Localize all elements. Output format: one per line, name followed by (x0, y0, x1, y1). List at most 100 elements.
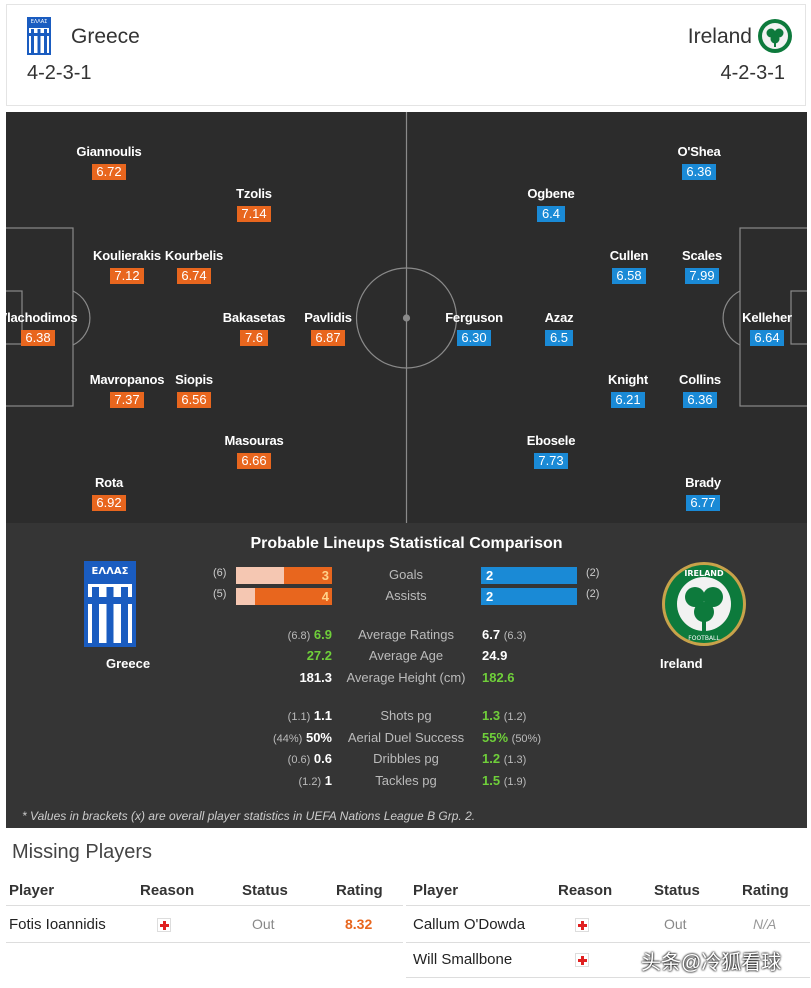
player-rating: 6.77 (686, 495, 720, 511)
home-value: 0.6 (313, 751, 332, 766)
match-header: ΕΛΛΑΣ Greece 4-2-3-1 Ireland 4-2-3-1 (6, 4, 806, 106)
home-player[interactable]: Mavropanos 7.37 (82, 372, 172, 409)
svg-text:FOOTBALL: FOOTBALL (688, 635, 720, 642)
away-player[interactable]: Ferguson 6.30 (429, 310, 519, 347)
svg-text:ΕΛΛΑΣ: ΕΛΛΑΣ (92, 566, 129, 577)
stat-label: Tackles pg (375, 773, 437, 788)
home-stat-value: (6.8) 6.9 (288, 627, 332, 642)
home-formation: 4-2-3-1 (27, 62, 92, 84)
player-rating: 6.21 (611, 392, 645, 408)
away-bar-value: 2 (486, 589, 494, 604)
bar-stat-row: (6) 3 Goals 2 (2) (6, 567, 807, 587)
away-bracket-value: (1.2) (503, 711, 527, 723)
missing-player-name[interactable]: Fotis Ioannidis (9, 916, 106, 933)
away-bracket-value: (2) (586, 567, 600, 579)
home-bracket-value: (1.2) (298, 776, 322, 788)
player-name: Kourbelis (164, 248, 224, 263)
missing-home-table: Player Reason Status Rating Fotis Ioanni… (6, 874, 403, 988)
stat-label: Aerial Duel Success (347, 730, 465, 745)
away-player[interactable]: Knight 6.21 (583, 372, 673, 409)
away-player[interactable]: Azaz 6.5 (514, 310, 604, 347)
home-bracket-value: (1.1) (287, 711, 311, 723)
away-player[interactable]: Kelleher 6.64 (722, 310, 807, 347)
home-player[interactable]: Kourbelis 6.74 (149, 248, 239, 285)
stats-footnote: * Values in brackets (x) are overall pla… (22, 809, 476, 823)
player-name: O'Shea (677, 144, 721, 159)
greece-big-flag-icon: ΕΛΛΑΣ (84, 561, 136, 647)
home-player[interactable]: Rota 6.92 (64, 475, 154, 512)
away-player[interactable]: Cullen 6.58 (584, 248, 674, 285)
missing-players-title: Missing Players (12, 841, 153, 863)
home-bar-fill (255, 588, 332, 605)
away-team-name[interactable]: Ireland (687, 25, 752, 48)
pitch: Giannoulis 6.72 Tzolis 7.14 Koulierakis 7.12 K… (6, 112, 807, 523)
player-rating: 6.66 (237, 453, 271, 469)
player-rating: 6.30 (457, 330, 491, 346)
away-player[interactable]: Brady 6.77 (658, 475, 748, 512)
away-player[interactable]: Collins 6.36 (655, 372, 745, 409)
player-rating: 7.37 (110, 392, 144, 408)
stat-row: (6.8) 6.9 Average Ratings 6.7 (6.3) (6, 627, 807, 647)
missing-player-row: Will Smallbone (406, 943, 810, 978)
away-bracket-value: (50%) (511, 733, 541, 745)
home-bar: 3 (236, 567, 332, 584)
stat-row: 181.3 Average Height (cm) 182.6 (6, 670, 807, 690)
home-bar-fill (284, 567, 332, 584)
missing-player-name[interactable]: Callum O'Dowda (413, 916, 526, 933)
player-name: Azaz (544, 310, 574, 325)
home-player[interactable]: Vlachodimos 6.38 (6, 310, 83, 347)
home-value: 50% (305, 730, 332, 745)
player-name: Vlachodimos (6, 310, 78, 325)
away-value: 6.7 (482, 627, 501, 642)
home-player[interactable]: Siopis 6.56 (149, 372, 239, 409)
player-rating: 6.36 (683, 392, 717, 408)
home-player[interactable]: Koulierakis 7.12 (82, 248, 172, 285)
away-bar-value: 2 (486, 568, 494, 583)
away-value: 1.2 (482, 751, 501, 766)
missing-player-name[interactable]: Will Smallbone (413, 951, 513, 968)
player-rating: 6.74 (177, 268, 211, 284)
home-player[interactable]: Bakasetas 7.6 (209, 310, 299, 347)
home-bar: 4 (236, 588, 332, 605)
player-name: Brady (685, 475, 721, 490)
home-bracket-value: (44%) (273, 733, 303, 745)
svg-text:ΕΛΛΑΣ: ΕΛΛΑΣ (31, 19, 48, 25)
home-player[interactable]: Pavlidis 6.87 (283, 310, 373, 347)
home-player[interactable]: Tzolis 7.14 (209, 186, 299, 223)
missing-rating: 8.32 (345, 916, 373, 932)
injury-cross-icon (575, 953, 589, 967)
col-reason: Reason (558, 882, 613, 899)
away-player[interactable]: O'Shea 6.36 (654, 144, 744, 181)
player-rating: 7.14 (237, 206, 271, 222)
away-bar: 2 (481, 567, 577, 584)
away-player[interactable]: Ebosele 7.73 (506, 433, 596, 470)
player-name: Siopis (175, 372, 213, 387)
home-value: 1.1 (313, 708, 332, 723)
away-bracket-value: (6.3) (503, 630, 527, 642)
stat-row: (1.1) 1.1 Shots pg 1.3 (1.2) (6, 708, 807, 728)
player-name: Rota (94, 475, 124, 490)
home-bracket-value: (5) (213, 588, 227, 600)
away-bracket-value: (2) (586, 588, 600, 600)
away-bar: 2 (481, 588, 577, 605)
col-player: Player (413, 882, 459, 899)
player-name: Cullen (609, 248, 649, 263)
player-rating: 7.12 (110, 268, 144, 284)
away-value: 1.3 (482, 708, 501, 723)
away-player[interactable]: Scales 7.99 (657, 248, 747, 285)
away-player[interactable]: Ogbene 6.4 (506, 186, 596, 223)
stats-home-name: Greece (106, 656, 151, 671)
away-value: 55% (482, 730, 509, 745)
home-player[interactable]: Giannoulis 6.72 (64, 144, 154, 181)
home-player[interactable]: Masouras 6.66 (209, 433, 299, 470)
home-team-name[interactable]: Greece (71, 25, 140, 48)
home-bar-value: 4 (321, 589, 329, 604)
home-bracket-value: (0.6) (287, 754, 311, 766)
player-rating: 6.72 (92, 164, 126, 180)
player-name: Kelleher (742, 310, 792, 325)
stat-label: Average Age (368, 648, 444, 663)
player-rating: 6.38 (21, 330, 55, 346)
player-name: Knight (608, 372, 648, 387)
away-stat-value: 1.2 (1.3) (482, 751, 526, 766)
player-rating: 7.73 (534, 453, 568, 469)
